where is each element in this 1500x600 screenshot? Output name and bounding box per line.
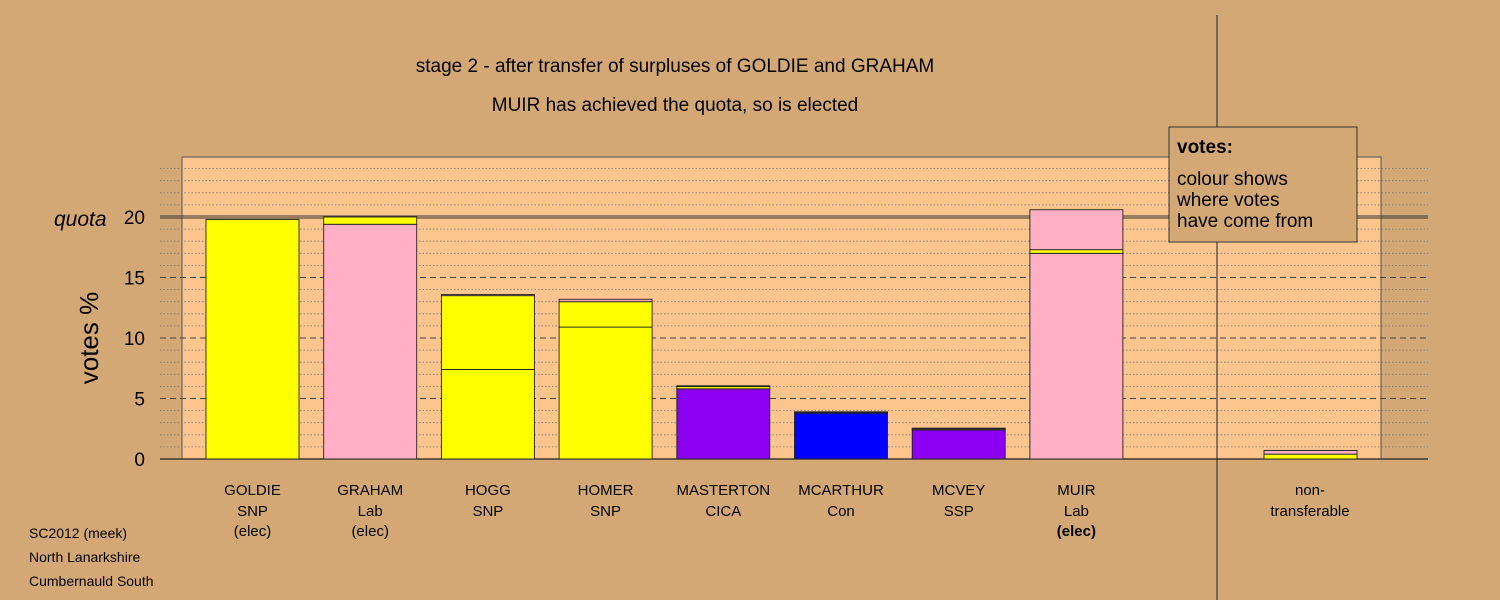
candidate-party: CICA (705, 503, 741, 520)
candidate-name: GOLDIE (224, 482, 281, 499)
y-axis: 0 5 10 15 20 (124, 208, 145, 471)
bar-muir-segment (1029, 252, 1124, 460)
candidate-status: (elec) (234, 523, 272, 540)
bar-homer-segment (558, 301, 653, 328)
footer-line-2: North Lanarkshire (29, 549, 140, 565)
candidate-name: MUIR (1057, 482, 1095, 499)
legend-line-2: where votes (1176, 190, 1279, 211)
bar-nontransferable-segment (1263, 453, 1358, 460)
y-tick-label: 15 (124, 269, 145, 290)
bar-masterton-segment (676, 388, 771, 460)
candidate-status: (elec) (351, 523, 389, 540)
bar-mcvey-segment (911, 427, 1006, 430)
nontransferable-label-2: transferable (1270, 503, 1349, 520)
quota-label: quota (54, 208, 107, 231)
legend-box (1168, 126, 1358, 243)
y-axis-label: votes % (74, 292, 104, 385)
candidate-party: Con (827, 503, 855, 520)
bar-hogg-segment (440, 295, 535, 370)
y-tick-label: 0 (134, 450, 145, 471)
bar-goldie-segment (205, 218, 300, 460)
y-tick-label: 20 (124, 208, 145, 229)
bar-mcarthur-segment (794, 412, 888, 460)
bar-hogg-segment (440, 369, 535, 460)
candidate-name: HOMER (578, 482, 634, 499)
candidate-party: SNP (472, 503, 503, 520)
bar-mcvey-segment (911, 429, 1006, 460)
legend-title: votes: (1177, 137, 1233, 158)
candidate-status: (elec) (1057, 523, 1096, 540)
bar-graham-segment (323, 216, 418, 225)
bar-muir-segment (1029, 249, 1124, 254)
candidate-party: SSP (944, 503, 974, 520)
bar-muir-segment (1029, 209, 1124, 251)
footer-line-3: Cumbernauld South (29, 573, 154, 589)
chart-title: stage 2 - after transfer of surpluses of… (416, 56, 935, 77)
bar-homer-segment (558, 298, 653, 303)
candidate-labels: GOLDIE SNP (elec) GRAHAM Lab (elec) HOGG SNP HOM… (224, 482, 1349, 540)
bar-nontransferable-segment (1263, 450, 1358, 455)
candidate-name: MCVEY (932, 482, 985, 499)
legend-line-3: have come from (1177, 211, 1313, 232)
candidate-party: SNP (590, 503, 621, 520)
bar-hogg-segment (440, 293, 535, 297)
y-tick-label: 10 (124, 329, 145, 350)
y-tick-label: 5 (134, 390, 145, 411)
legend-line-1: colour shows (1177, 169, 1288, 190)
candidate-party: SNP (237, 503, 268, 520)
candidate-party: Lab (1064, 503, 1089, 520)
candidate-name: GRAHAM (337, 482, 403, 499)
candidate-name: MASTERTON (676, 482, 770, 499)
candidate-name: HOGG (465, 482, 511, 499)
bar-masterton-segment (676, 385, 771, 388)
footer-line-1: SC2012 (meek) (29, 525, 127, 541)
bar-graham-segment (323, 223, 418, 460)
legend: votes: colour shows where votes have com… (1168, 126, 1358, 243)
bars-group (205, 209, 1358, 460)
bar-mcarthur-segment (794, 411, 888, 414)
bar-homer-segment (558, 326, 653, 460)
candidate-name: MCARTHUR (798, 482, 884, 499)
nontransferable-label-1: non- (1295, 482, 1325, 499)
chart-subtitle: MUIR has achieved the quota, so is elect… (492, 95, 858, 116)
candidate-party: Lab (358, 503, 383, 520)
